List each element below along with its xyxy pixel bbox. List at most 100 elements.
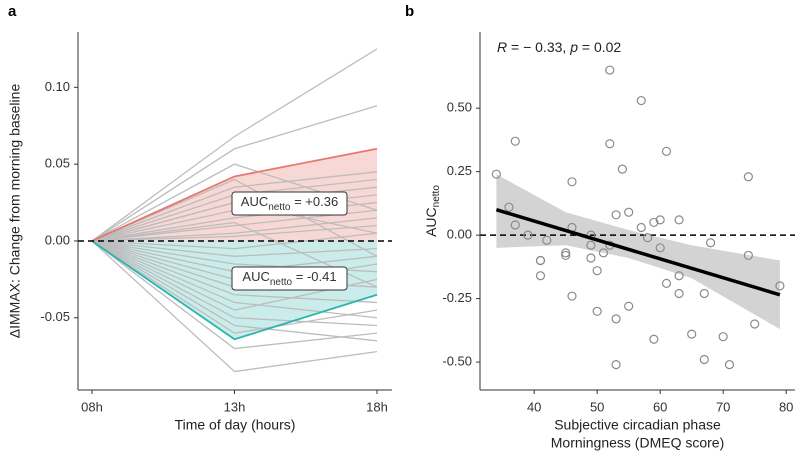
y-tick-label: 0.05 <box>45 156 70 171</box>
point <box>687 329 697 339</box>
point <box>699 354 709 365</box>
line <box>91 240 378 334</box>
point <box>586 240 596 250</box>
annotation: AUCnetto = +0.36 <box>241 194 338 212</box>
x-axis-label: Subjective circadian phase <box>554 417 721 433</box>
y-tick-label: 0.25 <box>447 163 472 178</box>
point <box>649 334 659 344</box>
point <box>674 271 684 281</box>
x-tick-label: 70 <box>716 399 730 414</box>
point <box>617 164 627 174</box>
y-tick-label: 0.50 <box>447 100 472 115</box>
point <box>642 233 653 243</box>
line <box>91 147 378 242</box>
point <box>750 319 760 329</box>
line <box>91 105 378 242</box>
annotation-part: = − 0.33, <box>507 39 570 55</box>
point <box>561 250 571 261</box>
point <box>567 177 577 187</box>
y-tick-label: 0.00 <box>447 227 472 242</box>
line <box>91 171 378 242</box>
x-axis-label: Time of day (hours) <box>175 417 296 433</box>
point <box>775 281 785 291</box>
point <box>674 215 684 225</box>
annotation-main: AUC <box>242 269 269 284</box>
panel-label: a <box>8 3 17 20</box>
line <box>91 221 378 288</box>
x-tick-label: 60 <box>653 399 667 414</box>
point <box>605 139 615 149</box>
point <box>523 230 533 240</box>
point <box>535 271 546 281</box>
annotation-part: = 0.02 <box>578 39 621 55</box>
y-axis-label: AUCnetto <box>423 185 442 237</box>
line <box>91 240 378 373</box>
point <box>542 235 552 245</box>
point <box>674 288 684 299</box>
point <box>636 95 646 106</box>
y-tick-label: -0.25 <box>442 290 472 305</box>
line <box>91 240 378 342</box>
point <box>611 360 621 370</box>
point <box>592 266 602 276</box>
x-tick-label: 80 <box>779 399 793 414</box>
annotation-part: p <box>569 39 578 55</box>
point <box>661 146 672 156</box>
point <box>636 222 646 233</box>
annotation-part: R <box>497 39 507 55</box>
annotation-sub: netto <box>270 277 293 288</box>
y-axis-label: ΔIMMAX: Change from morning baseline <box>7 84 23 339</box>
y-tick-label: -0.05 <box>40 309 70 324</box>
annotation-rest: = +0.36 <box>290 194 338 209</box>
fit-line <box>495 208 781 297</box>
point <box>655 215 665 225</box>
line <box>91 224 378 242</box>
point <box>718 332 728 342</box>
point <box>655 243 665 253</box>
line <box>91 240 378 350</box>
y-tick-label: 0.00 <box>45 232 70 247</box>
annotation-main: AUC <box>241 194 268 209</box>
y-tick-label: -0.50 <box>442 354 472 369</box>
point <box>491 169 501 179</box>
annotation: AUCnetto = -0.41 <box>242 269 336 287</box>
x-tick-label: 18h <box>366 399 388 414</box>
line <box>91 240 378 327</box>
line <box>91 48 378 242</box>
point <box>535 255 546 266</box>
annotation: R = − 0.33, p = 0.02 <box>497 39 621 55</box>
line <box>91 240 378 257</box>
point <box>510 220 520 230</box>
point <box>611 210 621 220</box>
x-axis-label: Morningness (DMEQ score) <box>551 435 725 451</box>
y-tick-label: 0.10 <box>45 79 70 94</box>
point <box>510 136 520 146</box>
point <box>705 238 716 248</box>
line <box>91 232 378 250</box>
point <box>567 291 577 301</box>
annotation-sub: netto <box>268 202 291 213</box>
point <box>592 306 602 316</box>
point <box>724 360 735 370</box>
point <box>624 301 634 311</box>
point <box>743 250 753 261</box>
point <box>661 278 672 288</box>
annotation-box <box>231 191 348 216</box>
point <box>611 314 621 324</box>
x-tick-label: 08h <box>81 399 103 414</box>
annotation-rest: = -0.41 <box>292 269 336 284</box>
point <box>699 288 709 299</box>
line <box>91 240 378 319</box>
annotation-box <box>231 266 348 291</box>
x-tick-label: 50 <box>590 399 604 414</box>
line <box>91 240 378 341</box>
y-axis-label-sub: netto <box>431 185 442 208</box>
point <box>743 172 753 182</box>
point <box>605 65 615 75</box>
y-axis-label-main: AUC <box>423 207 439 237</box>
point <box>598 248 609 258</box>
line <box>91 240 378 304</box>
point <box>649 217 659 228</box>
line <box>91 178 378 257</box>
